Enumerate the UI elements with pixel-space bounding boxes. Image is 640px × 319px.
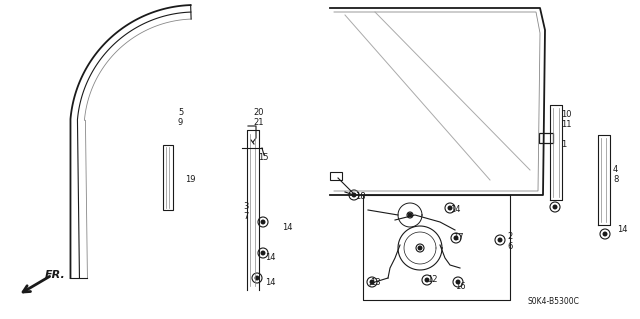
Bar (539, 133, 553, 143)
Text: 3
7: 3 7 (243, 202, 248, 221)
Text: 10
11: 10 11 (561, 110, 572, 129)
Text: 14: 14 (265, 253, 275, 262)
Circle shape (351, 192, 356, 197)
Text: 13: 13 (370, 278, 381, 287)
Text: 14: 14 (282, 223, 292, 232)
Circle shape (454, 235, 458, 241)
Text: 18: 18 (355, 192, 365, 201)
Circle shape (602, 232, 607, 236)
Circle shape (552, 204, 557, 210)
Text: 2
6: 2 6 (507, 232, 513, 251)
Circle shape (255, 276, 259, 280)
Text: 14: 14 (617, 225, 627, 234)
Text: 16: 16 (455, 282, 466, 291)
Circle shape (408, 212, 413, 218)
Circle shape (417, 246, 422, 250)
Circle shape (260, 250, 266, 256)
Circle shape (447, 205, 452, 211)
Bar (163, 145, 173, 210)
Text: 15: 15 (258, 153, 269, 162)
Text: 5
9: 5 9 (178, 108, 183, 127)
Text: FR.: FR. (45, 270, 66, 280)
Circle shape (497, 238, 502, 242)
Circle shape (260, 219, 266, 225)
Text: 4
8: 4 8 (613, 165, 618, 184)
Text: 17: 17 (453, 233, 463, 242)
Text: 14: 14 (450, 205, 461, 214)
Text: S0K4-B5300C: S0K4-B5300C (527, 297, 579, 306)
Circle shape (424, 278, 429, 283)
Text: 14: 14 (265, 278, 275, 287)
Text: 1: 1 (561, 140, 566, 149)
Bar (330, 172, 342, 180)
Text: 19: 19 (185, 175, 195, 184)
Text: 20
21: 20 21 (253, 108, 264, 127)
Text: 12: 12 (427, 275, 438, 284)
Circle shape (456, 279, 461, 285)
Circle shape (369, 279, 374, 285)
